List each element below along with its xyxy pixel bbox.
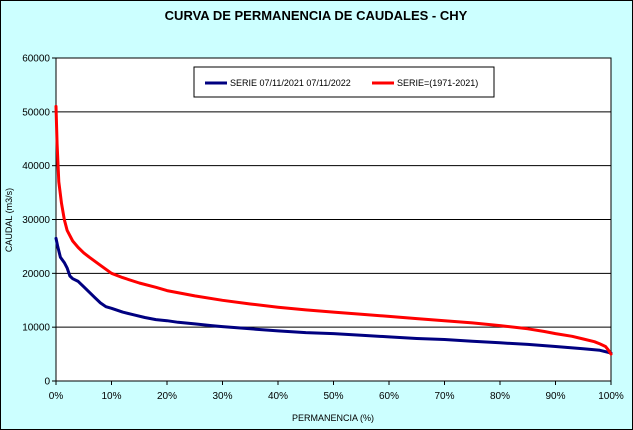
- x-tick-label: 80%: [490, 391, 510, 402]
- x-tick-label: 10%: [101, 391, 121, 402]
- x-tick-label: 0%: [49, 391, 64, 402]
- legend-label-1: SERIE 07/11/2021 07/11/2022: [230, 78, 351, 88]
- x-tick-label: 70%: [434, 391, 454, 402]
- x-tick-label: 60%: [379, 391, 399, 402]
- x-tick-label: 20%: [157, 391, 177, 402]
- x-tick-label: 50%: [323, 391, 343, 402]
- legend-label-2: SERIE=(1971-2021): [397, 78, 478, 88]
- x-axis-label: PERMANENCIA (%): [292, 413, 374, 423]
- y-tick-label: 60000: [22, 54, 50, 65]
- y-tick-label: 50000: [22, 107, 50, 118]
- x-tick-label: 40%: [268, 391, 288, 402]
- x-tick-label: 30%: [212, 391, 232, 402]
- x-tick-label: 100%: [598, 391, 624, 402]
- x-tick-label: 90%: [545, 391, 565, 402]
- y-tick-label: 0: [44, 377, 50, 388]
- chart-title: CURVA DE PERMANENCIA DE CAUDALES - CHY: [165, 8, 468, 23]
- y-tick-label: 30000: [22, 215, 50, 226]
- y-tick-label: 40000: [22, 161, 50, 172]
- legend: SERIE 07/11/2021 07/11/2022 SERIE=(1971-…: [194, 67, 494, 97]
- y-tick-label: 10000: [22, 323, 50, 334]
- y-axis-label: CAUDAL (m3/s): [4, 188, 14, 252]
- y-tick-label: 20000: [22, 269, 50, 280]
